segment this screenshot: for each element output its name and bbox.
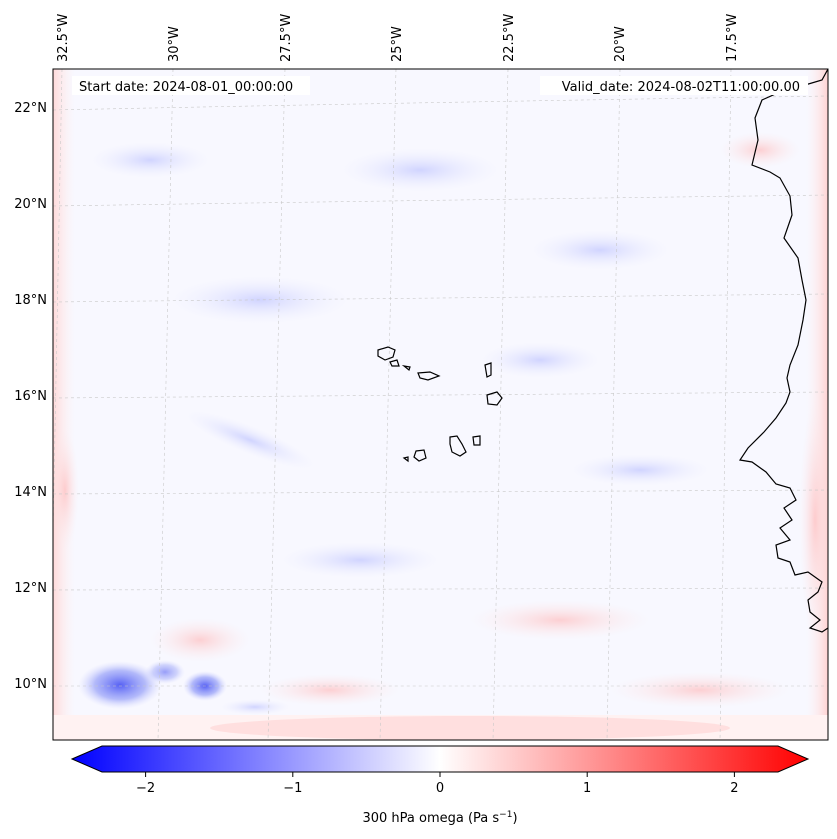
island-santiago	[449, 435, 467, 457]
lat-label: 18°N	[14, 293, 47, 308]
colorbar-label-close: )	[512, 811, 517, 826]
lon-label: 20°W	[613, 26, 628, 62]
lat-label: 20°N	[14, 197, 47, 212]
coastline	[377, 69, 828, 633]
colorbar-tick-label: 0	[436, 781, 444, 796]
colorbar-ticks: −2 −1 0 1 2	[136, 772, 739, 796]
lat-label: 10°N	[14, 677, 47, 692]
lon-label: 30°W	[167, 26, 182, 62]
colorbar-body	[70, 745, 810, 773]
lon-label: 22.5°W	[502, 14, 517, 62]
island-santa-luzia	[401, 365, 411, 372]
lon-label: 25°W	[390, 26, 405, 62]
island-sao-nicolau	[417, 371, 441, 381]
lat-label: 16°N	[14, 389, 47, 404]
colorbar-tick-label: 1	[583, 781, 591, 796]
left-boundary-zone	[53, 69, 75, 740]
gridlines	[53, 69, 828, 740]
lon-label: 17.5°W	[725, 14, 740, 62]
map-frame	[52, 68, 829, 741]
valid-date-label: Valid_date: 2024-08-02T11:00:00.00	[562, 80, 800, 95]
colorbar-tick-label: −2	[136, 781, 155, 796]
lat-label: 22°N	[14, 101, 47, 116]
island-maio	[472, 435, 481, 446]
island-boa-vista	[486, 391, 503, 406]
strong-ascent-area	[78, 661, 162, 709]
longitude-labels: 32.5°W 30°W 27.5°W 25°W 22.5°W 20°W 17.5…	[56, 14, 740, 62]
island-santo-antao	[377, 346, 396, 361]
lat-label: 14°N	[14, 485, 47, 500]
colorbar: −2 −1 0 1 2 300 hPa omega (Pa s−1)	[70, 745, 810, 826]
lon-label: 32.5°W	[56, 14, 71, 62]
lon-label: 27.5°W	[279, 14, 294, 62]
colorbar-label-text: 300 hPa omega (Pa s	[362, 811, 499, 826]
colorbar-label-exponent: −1	[499, 810, 512, 820]
island-sao-vicente	[389, 359, 400, 367]
lat-label: 12°N	[14, 581, 47, 596]
africa-coastline	[738, 69, 828, 633]
island-sal	[484, 362, 492, 378]
start-date-label: Start date: 2024-08-01_00:00:00	[79, 80, 293, 95]
omega-field	[53, 69, 828, 740]
island-fogo	[413, 449, 427, 462]
colorbar-label: 300 hPa omega (Pa s−1)	[362, 810, 517, 826]
colorbar-tick-label: −1	[283, 781, 302, 796]
valid-date-box	[540, 76, 808, 95]
start-date-box	[72, 76, 310, 95]
latitude-labels: 22°N 20°N 18°N 16°N 14°N 12°N 10°N	[14, 101, 47, 692]
colorbar-tick-label: 2	[730, 781, 738, 796]
island-brava	[402, 456, 409, 463]
